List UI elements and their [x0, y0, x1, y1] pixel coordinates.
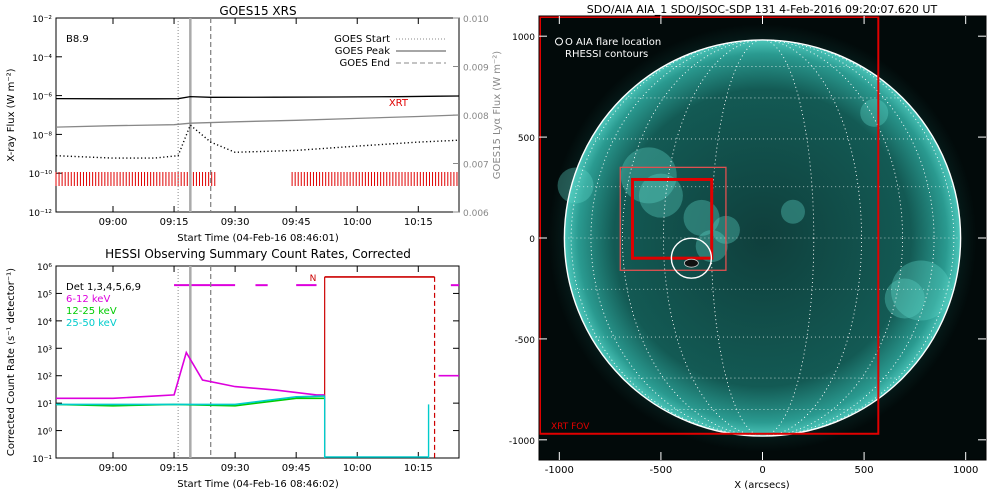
aia-y-tick-label-500: -500	[515, 336, 536, 346]
hessi-series-25-50-kev-0	[56, 395, 325, 406]
goes-x-tick-label-09-30: 09:30	[221, 217, 250, 228]
aia-y-tick-label-0: 0	[529, 235, 535, 245]
aia-title: SDO/AIA AIA_1 SDO/JSOC-SDP 131 4-Feb-201…	[587, 3, 938, 16]
goes-x-tick-label-09-15: 09:15	[160, 217, 189, 228]
goes-series-2	[55, 123, 460, 159]
aia-y-tick-label-500: 500	[518, 134, 535, 144]
night-label: N	[310, 274, 317, 284]
hessi-y-tick-label-3: 10³	[37, 345, 52, 355]
goes-x-tick-label-09-00: 09:00	[99, 217, 128, 228]
hessi-y-tick-label-5: 10¹	[37, 400, 52, 410]
goes-series-0	[55, 95, 460, 100]
bright-region	[620, 147, 677, 204]
legend-marker-circle	[555, 37, 563, 46]
legend-label-goes-start: GOES Start	[334, 34, 390, 45]
solar-limb	[563, 39, 962, 437]
goes-y-tick-label-1: 10⁻⁴	[32, 54, 52, 64]
bright-region	[638, 173, 683, 218]
longitude-grid-line	[622, 39, 903, 437]
goes-y-tick-label-4: 10⁻¹⁰	[29, 170, 53, 180]
bright-region	[860, 98, 889, 127]
xrt-fov-label: XRT FOV	[551, 422, 590, 432]
legend-label-goes-peak: GOES Peak	[335, 46, 390, 57]
hessi-x-tick-label-09-45: 09:45	[282, 463, 311, 474]
outer-region-box	[619, 166, 727, 271]
aia-y-tick-label-1000: 1000	[512, 33, 535, 43]
goes-right-tick-label-0: 0.010	[463, 15, 489, 25]
hessi-y-tick-label-4: 10²	[37, 373, 52, 383]
hessi-detectors-label: Det 1,3,4,5,6,9	[66, 282, 141, 293]
hessi-legend-12-25: 12-25 keV	[66, 306, 117, 317]
bright-region	[780, 199, 805, 224]
goes-y-axis-label: X-ray Flux (W m⁻²)	[6, 68, 17, 161]
goes-right-tick-label-1: 0.009	[463, 64, 489, 74]
aia-legend-rhessi-contours: RHESSI contours	[565, 49, 648, 60]
hessi-plot-frame	[55, 265, 460, 459]
aia-x-tick-label-500: 500	[855, 465, 874, 476]
hessi-x-tick-label-10-00: 10:00	[343, 463, 372, 474]
hessi-x-axis-label: Start Time (04-Feb-16 08:46:02)	[177, 479, 339, 490]
hessi-y-axis-label: Corrected Count Rate (s⁻¹ detector⁻¹)	[6, 268, 17, 456]
hessi-legend-6-12: 6-12 keV	[66, 294, 110, 305]
goes-y-tick-label-3: 10⁻⁸	[32, 131, 52, 141]
longitude-grid-line	[663, 39, 862, 437]
longitude-grid-line	[710, 39, 815, 437]
aia-legend-flare-location: O AIA flare location	[565, 37, 661, 48]
goes-x-tick-label-10-15: 10:15	[404, 217, 433, 228]
goes-y-tick-label-0: 10⁻²	[32, 15, 52, 25]
hessi-legend-25-50: 25-50 keV	[66, 318, 117, 329]
hessi-x-tick-label-10-15: 10:15	[404, 463, 433, 474]
goes-right-tick-label-2: 0.008	[463, 112, 489, 122]
goes-right-tick-label-4: 0.006	[463, 209, 489, 219]
goes-series-1	[55, 114, 460, 128]
hessi-x-tick-label-09-00: 09:00	[99, 463, 128, 474]
goes-right-axis-label: GOES15 Lyα Flux (W m⁻²)	[492, 51, 503, 179]
hessi-y-tick-label-6: 10⁰	[37, 428, 52, 438]
goes-y-tick-label-5: 10⁻¹²	[29, 209, 53, 219]
aia-x-axis-label: X (arcsecs)	[734, 480, 790, 491]
aia-x-tick-label-0: 0	[759, 465, 765, 476]
goes-y-tick-label-2: 10⁻⁶	[32, 93, 52, 103]
goes-panel: GOES15 XRS Start Time (04-Feb-16 08:46:0…	[6, 4, 503, 244]
goes-x-axis-label: Start Time (04-Feb-16 08:46:01)	[177, 233, 339, 244]
flare-location-circle	[670, 237, 713, 279]
rhessi-contour	[683, 258, 699, 268]
hessi-panel: HESSI Observing Summary Count Rates, Cor…	[6, 247, 460, 490]
aia-x-tick-label-500: -500	[650, 465, 673, 476]
hessi-y-tick-label-7: 10⁻¹	[32, 455, 52, 465]
goes-legend: GOES Start GOES Peak GOES End	[334, 34, 446, 69]
aia-panel: SDO/AIA AIA_1 SDO/JSOC-SDP 131 4-Feb-201…	[509, 3, 987, 491]
hessi-x-tick-label-09-30: 09:30	[221, 463, 250, 474]
aia-x-tick-label-1000: -1000	[545, 465, 574, 476]
xrt-fov-box	[539, 16, 880, 435]
goes-x-tick-label-09-45: 09:45	[282, 217, 311, 228]
goes-class-label: B8.9	[66, 34, 89, 45]
legend-label-goes-end: GOES End	[340, 58, 390, 69]
hessi-title: HESSI Observing Summary Count Rates, Cor…	[105, 247, 411, 261]
goes-title: GOES15 XRS	[219, 4, 296, 18]
hessi-y-tick-label-2: 10⁴	[37, 318, 52, 328]
hessi-x-tick-label-09-15: 09:15	[160, 463, 189, 474]
hessi-y-tick-label-1: 10⁵	[37, 290, 52, 300]
bright-region	[884, 278, 925, 319]
goes-x-tick-label-10-00: 10:00	[343, 217, 372, 228]
hessi-y-tick-label-0: 10⁶	[37, 263, 52, 273]
goes-right-tick-label-3: 0.007	[463, 161, 489, 171]
longitude-grid-line	[570, 39, 955, 437]
bright-region	[557, 167, 594, 204]
aia-y-tick-label-1000: -1000	[509, 437, 535, 447]
aia-x-tick-label-1000: 1000	[953, 465, 978, 476]
xrt-annotation: XRT	[389, 98, 409, 109]
bright-region	[890, 260, 951, 321]
hessi-series-6-12-kev-0	[56, 350, 325, 400]
